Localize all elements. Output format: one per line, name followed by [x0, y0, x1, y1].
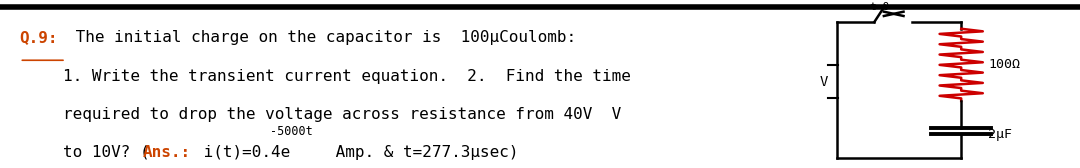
Text: 100Ω: 100Ω	[988, 58, 1021, 71]
Text: V: V	[820, 75, 828, 89]
Text: to 10V? (: to 10V? (	[63, 145, 149, 160]
Text: 2μF: 2μF	[988, 128, 1012, 141]
Text: The initial charge on the capacitor is  100μCoulomb:: The initial charge on the capacitor is 1…	[66, 30, 576, 45]
Text: Ans.:: Ans.:	[143, 145, 191, 160]
Text: 1. Write the transient current equation.  2.  Find the time: 1. Write the transient current equation.…	[63, 69, 631, 83]
Text: Q.9:: Q.9:	[19, 30, 58, 45]
Text: t=0: t=0	[868, 2, 889, 12]
Text: i(t)=0.4e: i(t)=0.4e	[194, 145, 291, 160]
Text: Amp. & t=277.3μsec): Amp. & t=277.3μsec)	[326, 145, 518, 160]
Text: required to drop the voltage across resistance from 40V  V: required to drop the voltage across resi…	[63, 107, 621, 122]
Text: -5000t: -5000t	[270, 125, 313, 138]
